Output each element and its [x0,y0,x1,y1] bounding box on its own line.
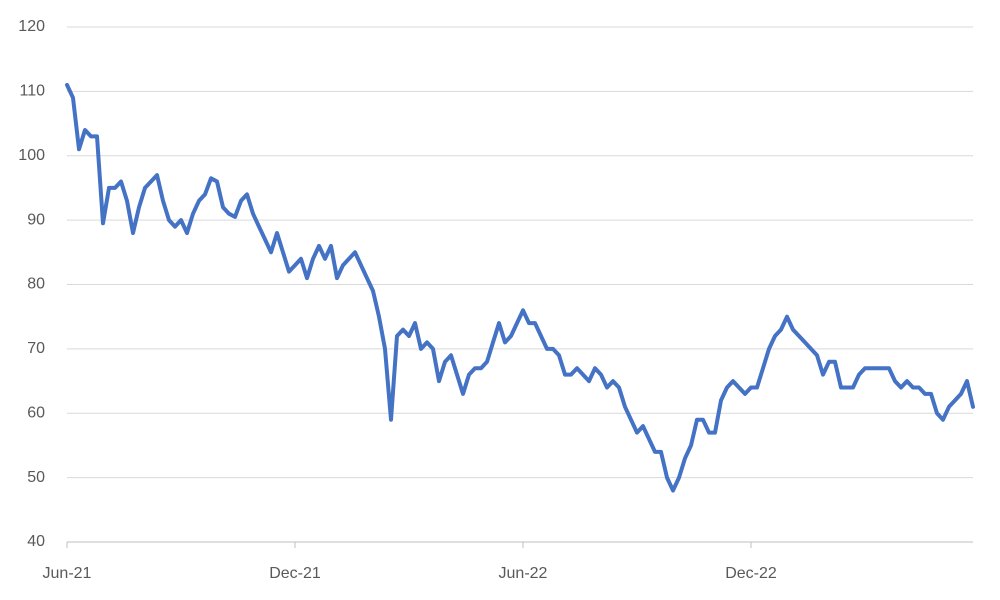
x-tick-label: Dec-21 [269,565,321,582]
y-tick-label: 70 [27,340,45,357]
y-tick-label: 90 [27,211,45,228]
y-tick-label: 40 [27,533,45,550]
y-tick-label: 50 [27,469,45,486]
x-tick-label: Dec-22 [725,565,777,582]
line-series [65,82,975,493]
y-tick-label: 100 [18,147,45,164]
y-tick-label: 110 [19,83,45,100]
x-tick-label: Jun-22 [499,565,548,582]
x-tick-label: Jun-21 [43,565,92,582]
y-tick-label: 80 [27,276,45,293]
y-tick-label: 120 [18,18,45,35]
y-tick-label: 60 [27,404,45,421]
